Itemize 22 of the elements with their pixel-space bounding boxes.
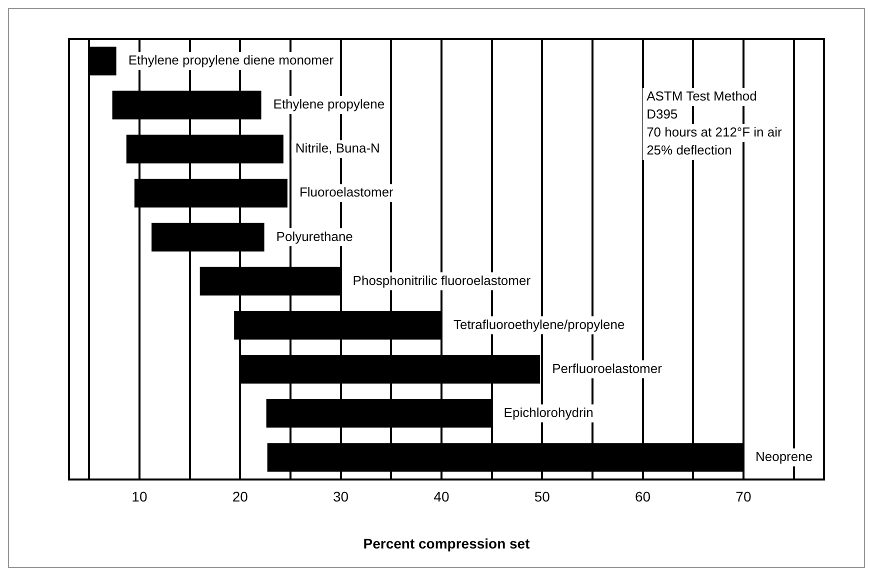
x-tick-label: 50: [534, 488, 550, 505]
annotation: ASTM Test Method: [646, 88, 757, 104]
x-tick-label: 70: [736, 488, 752, 505]
y-tick-label: Neoprene: [755, 448, 813, 464]
x-tick-label: 10: [132, 488, 148, 505]
y-tick-label: Nitrile, Buna-N: [295, 140, 380, 156]
annotation: D395: [646, 106, 678, 122]
x-tick-label: 20: [232, 488, 248, 505]
annotation: 70 hours at 212°F in air: [646, 124, 783, 140]
y-tick-label: Ethylene propylene diene monomer: [128, 52, 334, 68]
y-tick-label: Perfluoroelastomer: [552, 360, 663, 376]
annotation: 25% deflection: [646, 142, 732, 158]
y-tick-label: Tetrafluoroethylene/propylene: [453, 316, 625, 332]
y-tick-label: Fluoroelastomer: [299, 184, 394, 200]
y-tick-label: Ethylene propylene: [273, 96, 385, 112]
y-tick-label: Epichlorohydrin: [504, 404, 594, 420]
x-tick-label: 40: [434, 488, 450, 505]
y-tick-label: Polyurethane: [276, 228, 353, 244]
y-tick-label: Phosphonitrilic fluoroelastomer: [352, 272, 532, 288]
x-axis-title: Percent compression set: [363, 535, 530, 552]
x-tick-label: 60: [635, 488, 651, 505]
x-tick-label: 30: [333, 488, 349, 505]
